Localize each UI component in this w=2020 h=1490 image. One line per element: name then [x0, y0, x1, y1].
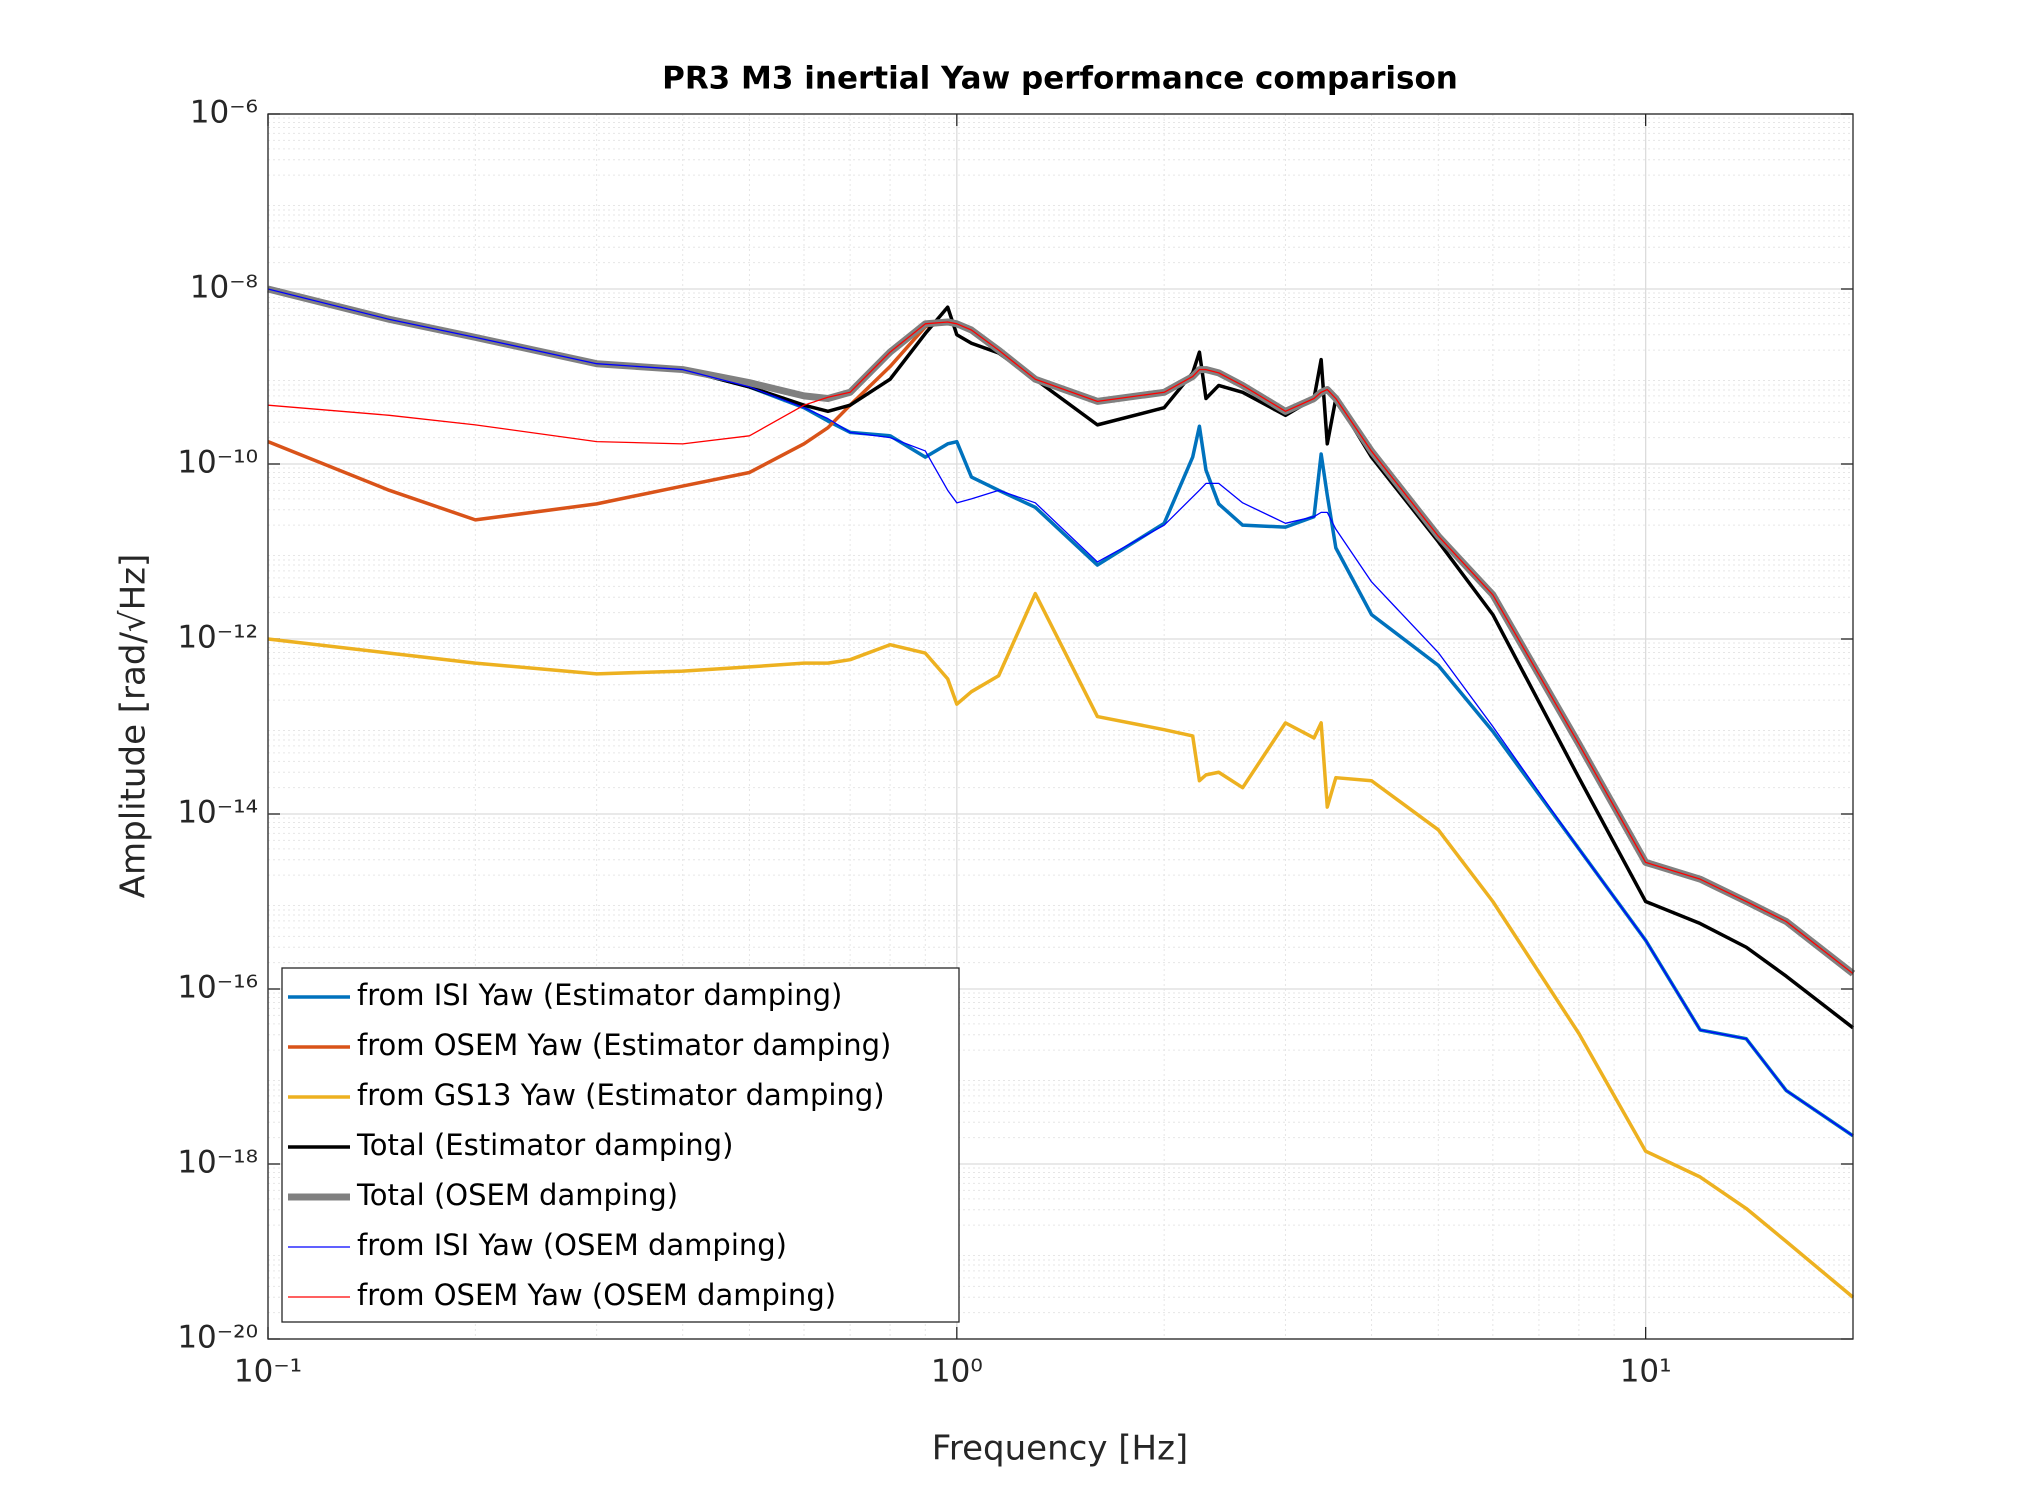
chart-title: PR3 M3 inertial Yaw performance comparis…: [662, 61, 1458, 97]
y-tick-label: 10⁻¹²: [177, 620, 258, 656]
series-line: [267, 321, 1854, 975]
y-tick-label: 10⁻¹⁰: [177, 445, 258, 481]
y-tick-label: 10⁻¹⁴: [177, 795, 258, 831]
x-tick-label: 10¹: [1620, 1354, 1672, 1390]
legend-label: Total (Estimator damping): [356, 1128, 733, 1162]
legend-label: from OSEM Yaw (OSEM damping): [357, 1278, 836, 1312]
x-axis-label: Frequency [Hz]: [932, 1429, 1188, 1469]
y-tick-label: 10⁻²⁰: [177, 1320, 258, 1356]
y-tick-label: 10⁻¹⁶: [177, 970, 258, 1006]
y-tick-label: 10⁻¹⁸: [177, 1145, 258, 1181]
x-tick-label: 10⁻¹: [234, 1354, 302, 1390]
legend-label: from ISI Yaw (OSEM damping): [357, 1228, 787, 1262]
series-line: [267, 288, 1854, 1137]
legend-label: from GS13 Yaw (Estimator damping): [357, 1078, 885, 1112]
x-tick-label: 10⁰: [931, 1354, 983, 1390]
series-line: [267, 591, 1855, 1299]
legend-box: [281, 967, 960, 1323]
legend-label: from ISI Yaw (Estimator damping): [357, 978, 842, 1012]
legend-label: from OSEM Yaw (Estimator damping): [357, 1028, 891, 1062]
legend-label: Total (OSEM damping): [356, 1178, 678, 1212]
y-tick-label: 10⁻⁸: [190, 270, 258, 306]
y-axis-label: Amplitude [rad/√Hz]: [114, 554, 154, 899]
y-tick-label: 10⁻⁶: [190, 95, 258, 131]
plot-frame: [267, 113, 1854, 1340]
